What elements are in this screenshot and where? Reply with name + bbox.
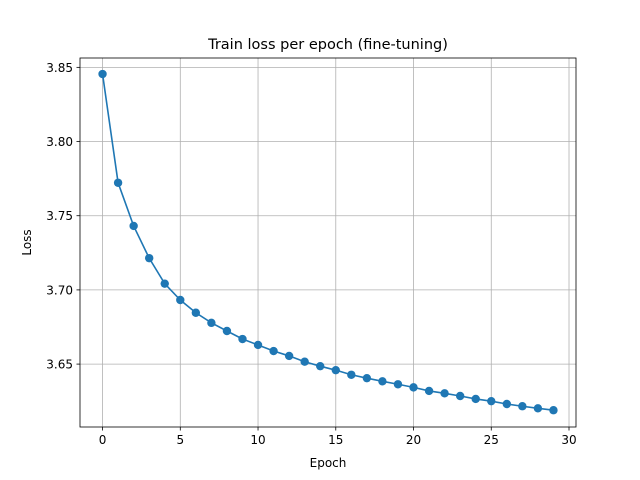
plot-frame [79,57,577,428]
loss-point [393,380,403,389]
loss-line [101,73,554,412]
y-tick-label: 3.65 [46,358,73,372]
x-tick-label: 20 [406,433,421,447]
loss-point [207,318,216,328]
loss-point [284,351,294,361]
x-tick-label: 0 [99,433,107,447]
loss-point [316,361,325,371]
x-tick-label: 10 [250,433,265,447]
loss-point [347,370,356,379]
y-tick-label: 3.75 [46,209,73,223]
y-tick-label: 3.85 [46,61,73,75]
loss-point [160,279,169,288]
loss-point [269,346,278,356]
loss-point [533,404,543,413]
loss-point [129,221,138,231]
y-tick-label: 3.80 [46,135,73,149]
y-axis-label: Loss [20,229,34,255]
chart-title: Train loss per epoch (fine-tuning) [207,37,448,53]
x-tick-label: 25 [484,433,499,447]
loss-point [455,391,465,401]
loss-point [487,396,496,406]
loss-point [98,69,107,79]
loss-point [176,295,185,305]
loss-point [300,357,309,366]
loss-point [331,365,340,375]
loss-point [549,406,558,415]
loss-point [362,373,372,383]
grid-lines [80,58,576,427]
x-tick-label: 30 [561,433,576,447]
x-tick-label: 15 [328,433,343,447]
loss-point [238,334,247,344]
axis-ticks: 0 5 10 15 20 25 30 3.65 3.70 3.75 3.80 3.85 [46,61,576,447]
loss-point [409,383,418,392]
series-loss [98,69,558,415]
loss-point [424,386,434,396]
loss-point [191,308,201,317]
loss-point [144,253,154,263]
loss-point [222,326,232,336]
loss-point [378,377,387,386]
loss-point [113,178,123,187]
loss-point [471,394,480,404]
loss-point [518,402,527,411]
x-axis-label: Epoch [310,456,347,470]
y-tick-label: 3.70 [46,283,73,297]
x-tick-label: 5 [176,433,184,447]
loss-point [502,399,512,409]
loss-point [253,340,263,350]
loss-point [440,389,449,398]
